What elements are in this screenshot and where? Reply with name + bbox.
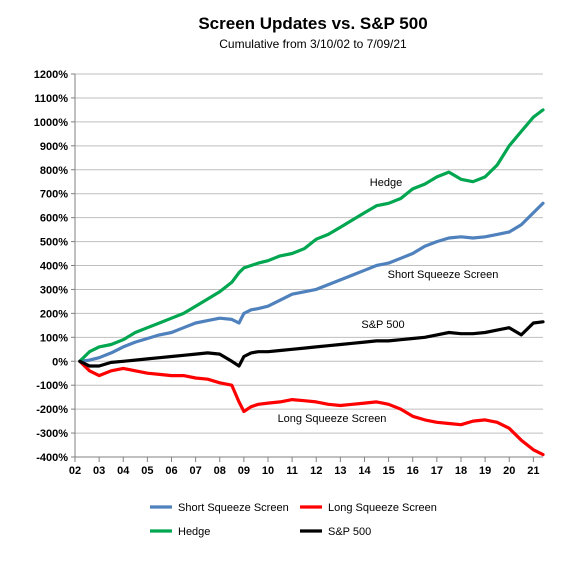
y-tick-label: -400%	[36, 452, 68, 464]
legend-label: Hedge	[178, 526, 210, 538]
x-tick-label: 14	[358, 465, 371, 477]
x-tick-label: 19	[479, 465, 491, 477]
y-tick-label: -100%	[36, 380, 68, 392]
axes	[74, 74, 543, 458]
x-axis-ticks: 02 03 04 05 06 07 08 09 10 11 12 13 14 15 16 17 18 19 20 21	[69, 457, 539, 477]
legend-label: Short Squeeze Screen	[178, 502, 289, 514]
x-tick-label: 21	[527, 465, 539, 477]
x-tick-label: 13	[334, 465, 346, 477]
series-lines	[78, 108, 545, 457]
annotation-label: Hedge	[370, 177, 402, 189]
x-tick-label: 17	[431, 465, 443, 477]
series-line-long-squeeze-screen	[78, 359, 545, 457]
x-tick-label: 18	[455, 465, 467, 477]
series-line-s-p-500	[78, 320, 545, 368]
annotation-label: Short Squeeze Screen	[388, 269, 499, 281]
x-tick-label: 15	[382, 465, 394, 477]
gridlines	[75, 73, 543, 458]
series-line-hedge	[78, 108, 545, 363]
series-line-short-squeeze-screen	[78, 201, 545, 363]
y-tick-label: 800%	[40, 165, 68, 177]
x-tick-label: 11	[286, 465, 298, 477]
x-tick-label: 02	[69, 465, 81, 477]
x-tick-label: 05	[141, 465, 153, 477]
x-tick-label: 03	[93, 465, 105, 477]
x-tick-label: 04	[117, 465, 130, 477]
y-tick-label: 500%	[40, 237, 68, 249]
chart-title: Screen Updates vs. S&P 500	[198, 14, 427, 33]
x-tick-label: 16	[407, 465, 419, 477]
x-tick-label: 08	[214, 465, 226, 477]
y-tick-label: 600%	[40, 213, 68, 225]
y-tick-label: 100%	[40, 332, 68, 344]
legend-label: S&P 500	[328, 526, 371, 538]
y-tick-label: 1000%	[34, 117, 68, 129]
legend-label: Long Squeeze Screen	[328, 502, 437, 514]
series-annotations: Hedge Short Squeeze Screen S&P 500 Long Squ…	[278, 177, 499, 425]
y-tick-label: 200%	[40, 308, 68, 320]
y-tick-label: 1100%	[34, 93, 68, 105]
chart-subtitle: Cumulative from 3/10/02 to 7/09/21	[219, 37, 407, 51]
x-tick-label: 12	[310, 465, 322, 477]
y-tick-label: 1200%	[34, 69, 68, 81]
y-tick-label: 700%	[40, 189, 68, 201]
annotation-label: S&P 500	[361, 319, 404, 331]
y-tick-label: -200%	[36, 404, 68, 416]
y-tick-label: 300%	[40, 284, 68, 296]
y-tick-label: 400%	[40, 261, 68, 273]
x-tick-label: 10	[262, 465, 274, 477]
y-axis-ticks: 1200% 1100% 1000% 900% 800% 700% 600% 500% 400% 3…	[34, 69, 75, 464]
y-tick-label: 900%	[40, 141, 68, 153]
x-tick-label: 06	[165, 465, 177, 477]
x-tick-label: 07	[189, 465, 201, 477]
y-tick-label: 0%	[52, 356, 68, 368]
x-tick-label: 20	[503, 465, 515, 477]
y-tick-label: -300%	[36, 428, 68, 440]
x-tick-label: 09	[238, 465, 250, 477]
legend: Short Squeeze Screen Long Squeeze Screen H…	[150, 502, 437, 538]
annotation-label: Long Squeeze Screen	[278, 413, 387, 425]
